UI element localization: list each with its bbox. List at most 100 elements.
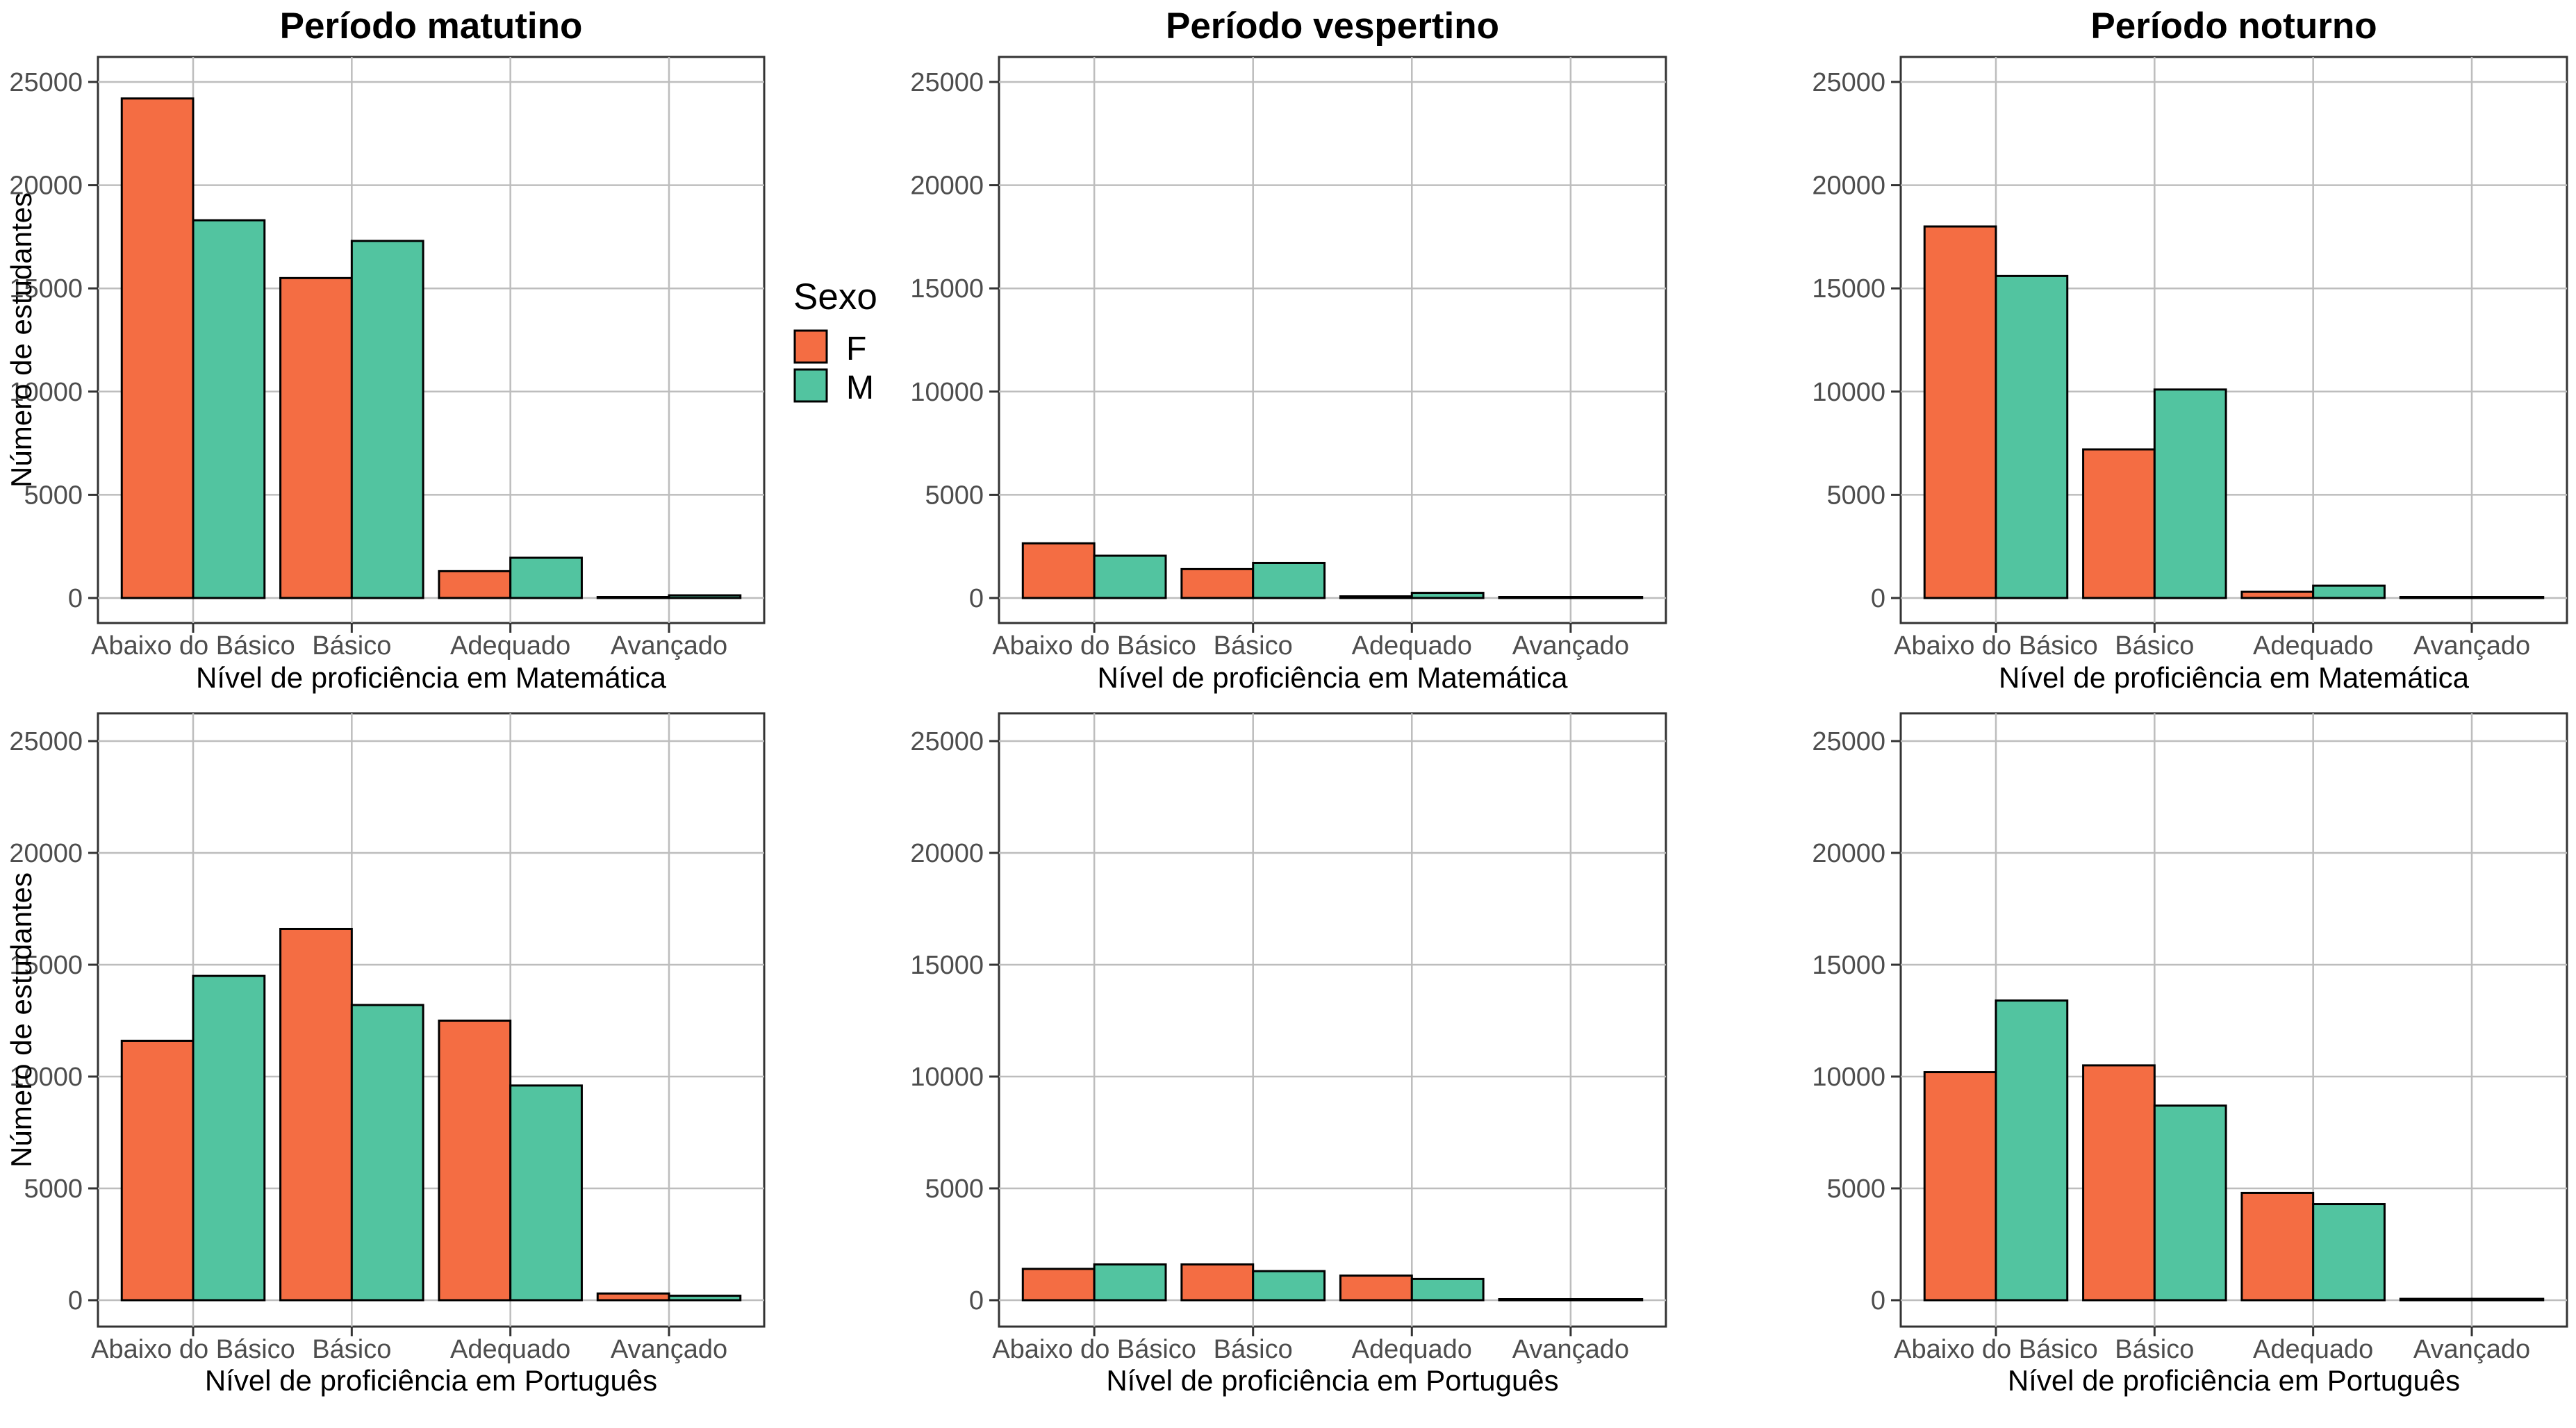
bar-f [1498, 596, 1572, 599]
bar-m [1252, 1270, 1326, 1302]
y-ticks: 0 5000 10000 15000 20000 25000 [1812, 727, 1901, 1315]
bar-f [1180, 1263, 1255, 1302]
bar-m [1410, 592, 1485, 599]
x-tick-label: Avançado [611, 631, 727, 661]
x-ticks: Abaixo do Básico Básico Adequado Avançado [992, 1327, 1629, 1364]
bar-f [1498, 1298, 1572, 1302]
x-tick-label: Avançado [611, 1335, 727, 1364]
y-ticks: 0 5000 10000 15000 20000 25000 [1812, 68, 1901, 613]
panel-2-3: 0 5000 10000 15000 20000 25000 Abaixo do Básic… [1812, 712, 2568, 1397]
bar-m [1995, 999, 2069, 1302]
x-ticks: Abaixo do Básico Básico Adequado Avançado [1894, 623, 2530, 661]
x-ticks: Abaixo do Básico Básico Adequado Avançado [91, 623, 727, 661]
bar-m [1410, 1277, 1485, 1302]
x-axis-title: Nível de proficiência em Português [2008, 1364, 2460, 1397]
bars [120, 97, 742, 599]
x-tick-label: Básico [2115, 631, 2194, 661]
x-ticks: Abaixo do Básico Básico Adequado Avançado [992, 623, 1629, 661]
bar-m [668, 594, 742, 599]
legend-label-m: M [846, 370, 874, 406]
y-tick-label: 25000 [910, 68, 984, 97]
y-tick-label: 0 [969, 584, 984, 613]
y-tick-label: 15000 [9, 274, 83, 304]
panel-2-1: 0 5000 10000 15000 20000 25000 Abaixo do Básic… [5, 712, 766, 1397]
y-tick-label: 0 [68, 1286, 83, 1315]
bar-f [120, 1039, 195, 1302]
legend-label-f: F [846, 331, 866, 367]
panel-title: Período matutino [280, 6, 583, 47]
bar-m [1252, 561, 1326, 599]
y-tick-label: 0 [1871, 1286, 1885, 1315]
panel-1-3: 0 5000 10000 15000 20000 25000 Abaixo do Básic… [1812, 6, 2568, 694]
y-tick-label: 10000 [910, 378, 984, 407]
y-tick-label: 20000 [910, 839, 984, 868]
x-tick-label: Adequado [1352, 1335, 1472, 1364]
bar-m [2312, 584, 2386, 599]
panel-background [998, 56, 1667, 624]
x-tick-label: Básico [312, 1335, 391, 1364]
x-tick-label: Adequado [2253, 631, 2373, 661]
y-tick-label: 0 [969, 1286, 984, 1315]
x-tick-label: Adequado [450, 631, 570, 661]
x-tick-label: Abaixo do Básico [992, 1335, 1196, 1364]
y-tick-label: 5000 [24, 1174, 83, 1204]
y-tick-label: 15000 [1812, 951, 1885, 980]
bars [1923, 999, 2545, 1302]
x-tick-label: Adequado [450, 1335, 570, 1364]
x-axis-title: Nível de proficiência em Matemática [196, 661, 667, 694]
y-tick-label: 20000 [9, 172, 83, 201]
y-tick-label: 15000 [910, 274, 984, 304]
y-ticks: 0 5000 10000 15000 20000 25000 [9, 68, 98, 613]
y-tick-label: 20000 [1812, 839, 1885, 868]
gridlines [999, 713, 1666, 1327]
y-tick-label: 10000 [910, 1063, 984, 1092]
bar-m [1569, 1298, 1644, 1302]
panel-1-1: 0 5000 10000 15000 20000 25000 Abaixo do Básic… [5, 6, 766, 694]
bars [1923, 225, 2545, 599]
bar-m [509, 556, 583, 599]
bar-f [1021, 1268, 1096, 1302]
bar-f [1923, 225, 1997, 599]
y-tick-label: 15000 [910, 951, 984, 980]
bar-f [2240, 1191, 2315, 1302]
bar-f [1021, 542, 1096, 599]
panel-background [998, 712, 1667, 1328]
y-axis-title: Número de estudantes [5, 192, 38, 488]
x-axis-title: Nível de proficiência em Matemática [1098, 661, 1569, 694]
bar-f [2240, 590, 2315, 599]
x-tick-label: Básico [1214, 631, 1293, 661]
x-tick-label: Abaixo do Básico [91, 1335, 295, 1364]
y-tick-label: 25000 [910, 727, 984, 756]
panel-title: Período noturno [2090, 6, 2377, 47]
bar-m [2470, 596, 2545, 599]
legend: Sexo F M [793, 276, 877, 406]
y-ticks: 0 5000 10000 15000 20000 25000 [910, 68, 999, 613]
x-tick-label: Básico [2115, 1335, 2194, 1364]
bar-m [2153, 1104, 2227, 1302]
x-axis-title: Nível de proficiência em Português [205, 1364, 657, 1397]
x-tick-label: Abaixo do Básico [1894, 1335, 2098, 1364]
bar-f [1923, 1071, 1997, 1302]
x-tick-label: Avançado [1512, 1335, 1629, 1364]
y-tick-label: 20000 [9, 839, 83, 868]
y-tick-label: 0 [1871, 584, 1885, 613]
bar-f [596, 1292, 670, 1302]
bar-m [2153, 388, 2227, 599]
legend-swatch-f [793, 329, 828, 364]
bar-m [2470, 1297, 2545, 1302]
y-tick-label: 25000 [1812, 68, 1885, 97]
bar-f [1339, 1275, 1413, 1302]
panels: 0 5000 10000 15000 20000 25000 Abaixo do Básic… [5, 6, 2568, 1397]
bar-m [350, 240, 424, 599]
x-tick-label: Avançado [2413, 631, 2530, 661]
x-tick-label: Adequado [2253, 1335, 2373, 1364]
bar-m [668, 1295, 742, 1302]
bar-m [2312, 1203, 2386, 1302]
bar-f [279, 276, 353, 599]
bar-m [350, 1004, 424, 1302]
panel-title: Período vespertino [1166, 6, 1499, 47]
y-tick-label: 10000 [1812, 378, 1885, 407]
y-tick-label: 25000 [9, 727, 83, 756]
x-tick-label: Avançado [1512, 631, 1629, 661]
